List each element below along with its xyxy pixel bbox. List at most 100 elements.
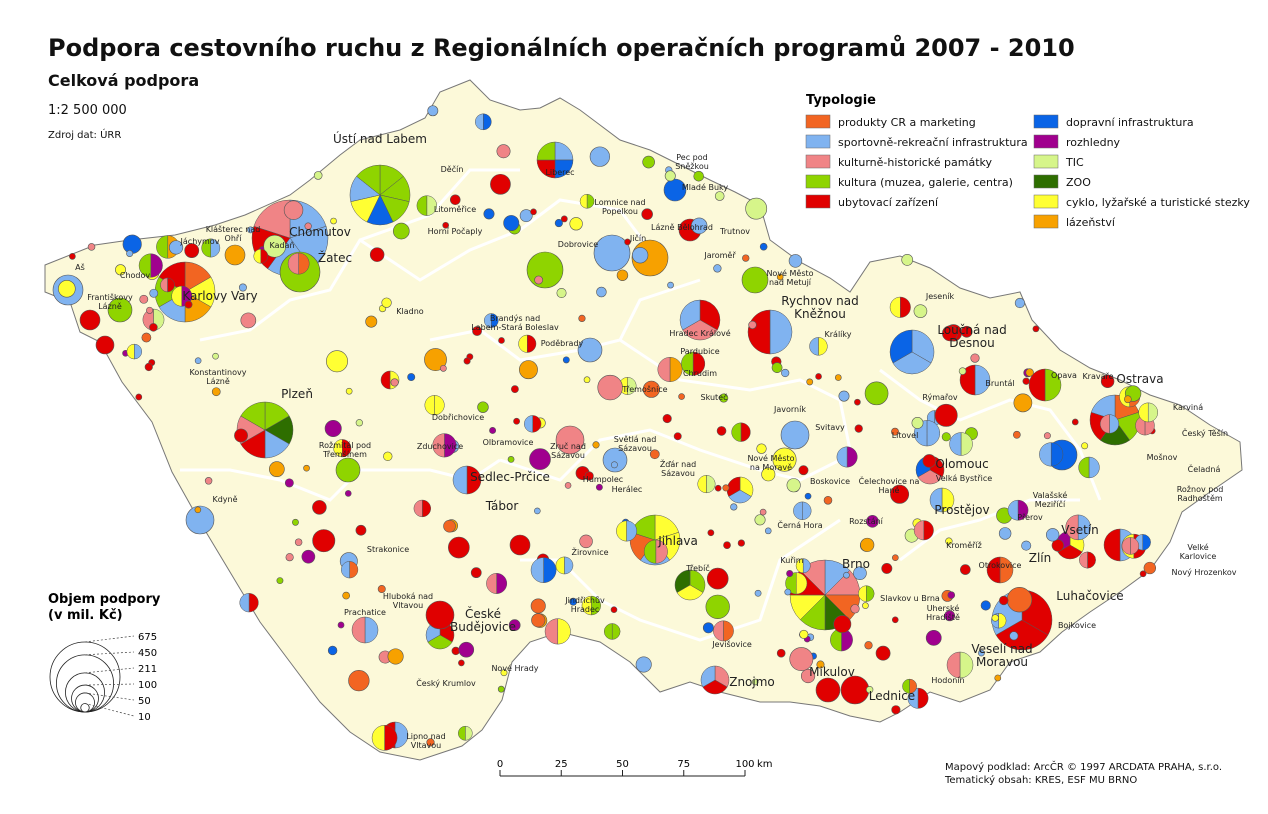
pie-slice bbox=[1087, 551, 1096, 569]
pie bbox=[458, 641, 475, 658]
size-label: 450 bbox=[138, 648, 157, 659]
city-label: Lipno nad Vltavou bbox=[406, 732, 445, 750]
pie bbox=[496, 144, 511, 159]
pie bbox=[705, 594, 730, 619]
city-label: Konstantinovy Lázně bbox=[190, 368, 247, 386]
pie-slice bbox=[959, 651, 974, 679]
pie-slice bbox=[941, 487, 955, 513]
pie-slice bbox=[524, 415, 533, 433]
pie bbox=[507, 456, 515, 463]
pie bbox=[345, 387, 353, 395]
pie bbox=[597, 374, 623, 401]
pie bbox=[427, 105, 439, 117]
city-label: Chodov bbox=[120, 271, 151, 280]
pie bbox=[840, 675, 870, 705]
source: Zdroj dat: ÚRR bbox=[48, 128, 121, 141]
pie bbox=[355, 419, 363, 427]
city-label: Třemošnice bbox=[621, 384, 667, 394]
city-label: Pardubice bbox=[680, 347, 719, 356]
city-label: Prachatice bbox=[344, 608, 386, 617]
pie-slice bbox=[713, 620, 724, 642]
pie bbox=[69, 253, 76, 260]
pie-slice bbox=[657, 357, 671, 382]
pie bbox=[448, 536, 470, 559]
pie bbox=[761, 467, 776, 482]
legend-swatch bbox=[1033, 214, 1059, 229]
pie bbox=[934, 403, 958, 427]
scale-unit: km bbox=[757, 759, 773, 770]
pie bbox=[862, 602, 869, 609]
pie-slice bbox=[581, 595, 592, 616]
country-outline bbox=[44, 79, 1243, 761]
pie bbox=[834, 374, 842, 381]
legend-label: ZOO bbox=[1066, 176, 1091, 189]
pie-slice bbox=[158, 261, 186, 293]
pie bbox=[925, 629, 942, 646]
pie-slice bbox=[150, 253, 163, 278]
city-label: Jihlava bbox=[657, 534, 698, 548]
city-label: Chrudim bbox=[683, 369, 717, 378]
pie-slice bbox=[731, 422, 742, 442]
pie-slice bbox=[349, 561, 359, 579]
pie bbox=[911, 417, 924, 429]
pie bbox=[663, 178, 687, 202]
city-label: Ostrava bbox=[1116, 372, 1163, 386]
city-label: Litoměřice bbox=[434, 205, 476, 214]
pie bbox=[610, 606, 618, 613]
pie bbox=[901, 254, 914, 266]
pie bbox=[451, 646, 460, 656]
pie bbox=[1051, 539, 1065, 552]
pie bbox=[788, 254, 803, 268]
city-label: Rozstání bbox=[849, 517, 884, 526]
pie-slice bbox=[1028, 368, 1046, 402]
pie-slice bbox=[900, 296, 911, 318]
city-label: Český Krumlov bbox=[416, 677, 476, 688]
pie-slice bbox=[260, 248, 269, 264]
city-label: Veselí nad Moravou bbox=[971, 642, 1032, 669]
pie-slice bbox=[1017, 499, 1029, 521]
pie-slice bbox=[1103, 528, 1121, 562]
pie bbox=[365, 315, 378, 328]
pie bbox=[1013, 393, 1033, 413]
pie-slice bbox=[484, 313, 492, 328]
pie-slice bbox=[466, 465, 482, 495]
pie bbox=[592, 441, 600, 449]
city-label: Kuřim bbox=[780, 556, 803, 565]
pie bbox=[463, 357, 471, 365]
pie bbox=[330, 217, 337, 225]
pie bbox=[693, 170, 704, 182]
pie-slice bbox=[889, 329, 913, 364]
legend-label: cyklo, lyžařské a turistické stezky bbox=[1066, 196, 1250, 209]
pie-slice bbox=[909, 678, 917, 694]
pie-slice bbox=[287, 252, 299, 275]
pie-slice bbox=[836, 446, 848, 468]
pie bbox=[772, 447, 797, 472]
pie bbox=[958, 367, 967, 375]
city-label: Rožnov pod Radhoštěm bbox=[1177, 485, 1224, 503]
pie bbox=[798, 465, 809, 476]
pie-slice bbox=[432, 433, 445, 458]
pie bbox=[1043, 432, 1051, 440]
pie bbox=[294, 538, 303, 546]
pie bbox=[776, 648, 786, 658]
pie bbox=[498, 337, 505, 344]
pie bbox=[754, 589, 762, 597]
subtitle: Celková podpora bbox=[48, 71, 199, 90]
pie-slice bbox=[371, 725, 385, 751]
pie-slice bbox=[802, 558, 811, 574]
pie-slice bbox=[586, 193, 595, 209]
pie bbox=[864, 381, 889, 406]
pie bbox=[564, 482, 572, 489]
pie bbox=[326, 350, 348, 373]
pie-slice bbox=[917, 687, 929, 709]
pie-slice bbox=[579, 193, 588, 209]
scale-text: 1:2 500 000 bbox=[48, 103, 127, 118]
pie bbox=[776, 273, 784, 281]
pie-slice bbox=[422, 499, 431, 518]
pie bbox=[344, 490, 352, 497]
city-label: Aš bbox=[75, 262, 85, 272]
pie bbox=[595, 483, 603, 491]
pie-slice bbox=[682, 319, 718, 341]
pie bbox=[509, 534, 531, 556]
size-label: 50 bbox=[138, 696, 151, 707]
